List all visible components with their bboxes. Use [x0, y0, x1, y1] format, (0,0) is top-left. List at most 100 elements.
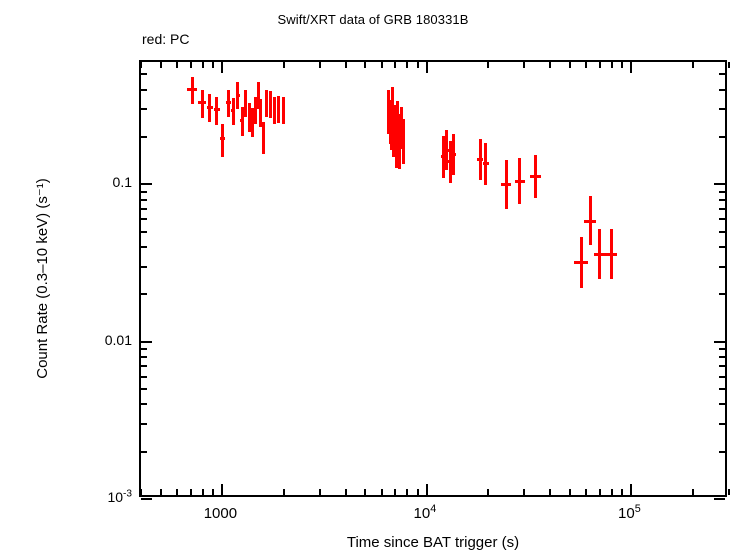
y-tick-minor	[141, 403, 147, 406]
x-tick-minor	[159, 62, 162, 68]
y-tick-minor	[141, 108, 147, 111]
x-tick-minor	[487, 489, 490, 495]
x-error-bar	[250, 120, 254, 124]
x-error-bar	[514, 179, 525, 183]
y-tick-label: 0.01	[104, 331, 132, 348]
y-tick-minor	[141, 218, 147, 221]
x-error-bar	[401, 139, 405, 143]
y-tick-minor	[141, 73, 147, 76]
x-tick-minor	[364, 489, 367, 495]
y-tick-minor	[719, 207, 725, 210]
x-tick-minor	[394, 62, 397, 68]
x-tick-major	[630, 484, 633, 495]
x-error-bar	[277, 106, 281, 110]
y-tick-minor	[719, 365, 725, 368]
x-error-bar	[240, 118, 244, 122]
y-tick-major	[141, 498, 152, 500]
y-tick-minor	[719, 198, 725, 201]
y-tick-minor	[719, 388, 725, 391]
x-error-bar	[282, 107, 286, 111]
x-error-bar	[259, 110, 262, 114]
y-tick-major	[141, 183, 152, 186]
x-tick-minor	[610, 489, 613, 495]
x-tick-minor	[585, 489, 588, 495]
y-tick-label: 0.1	[112, 174, 132, 191]
y-tick-minor	[141, 198, 147, 201]
x-error-bar	[395, 142, 398, 146]
y-tick-major	[714, 340, 725, 343]
x-error-bar	[214, 107, 220, 111]
x-error-bar	[187, 88, 197, 92]
x-tick-minor	[487, 62, 490, 68]
x-tick-minor	[282, 62, 285, 68]
y-tick-minor	[141, 230, 147, 233]
x-error-bar	[220, 137, 226, 141]
x-tick-minor	[416, 62, 419, 68]
x-tick-minor	[380, 62, 383, 68]
x-tick-label: 105	[618, 503, 641, 522]
x-error-bar	[476, 157, 484, 161]
chart-title: Swift/XRT data of GRB 180331B	[277, 12, 469, 27]
y-tick-minor	[719, 218, 725, 221]
y-tick-major	[714, 183, 725, 186]
x-error-bar	[448, 159, 453, 163]
y-tick-minor	[719, 375, 725, 378]
x-error-bar	[272, 107, 276, 111]
y-tick-minor	[719, 136, 725, 139]
x-tick-minor	[728, 489, 730, 495]
x-tick-minor	[176, 489, 178, 495]
x-error-bar	[198, 101, 206, 105]
x-error-bar	[501, 182, 512, 186]
y-axis-title: Count Rate (0.3–10 keV) (s⁻¹)	[34, 178, 51, 379]
y-tick-minor	[719, 108, 725, 111]
x-error-bar	[593, 252, 606, 256]
y-tick-minor	[141, 365, 147, 368]
y-tick-minor	[141, 265, 147, 268]
x-tick-minor	[523, 489, 526, 495]
y-tick-minor	[719, 450, 725, 453]
x-tick-label: 104	[413, 503, 437, 522]
x-error-bar	[231, 108, 236, 112]
y-tick-minor	[141, 136, 147, 139]
y-tick-minor	[141, 422, 147, 425]
x-tick-minor	[728, 62, 730, 68]
y-tick-major	[141, 340, 152, 343]
x-tick-minor	[416, 489, 419, 495]
x-tick-minor	[621, 62, 624, 68]
x-tick-minor	[159, 489, 162, 495]
x-tick-minor	[344, 489, 347, 495]
x-tick-minor	[394, 489, 397, 495]
x-tick-minor	[140, 62, 142, 68]
x-tick-minor	[549, 62, 552, 68]
x-error-bar	[584, 220, 597, 224]
x-tick-minor	[201, 62, 204, 68]
y-tick-major	[714, 498, 725, 500]
x-tick-major	[425, 484, 428, 495]
x-tick-minor	[585, 62, 588, 68]
y-tick-minor	[719, 88, 725, 91]
y-tick-minor	[719, 355, 725, 358]
x-tick-minor	[406, 62, 409, 68]
x-tick-minor	[598, 489, 601, 495]
x-tick-minor	[598, 62, 601, 68]
y-tick-minor	[719, 245, 725, 248]
x-tick-major	[221, 62, 224, 73]
y-tick-minor	[719, 190, 725, 193]
y-tick-minor	[141, 388, 147, 391]
y-tick-minor	[719, 422, 725, 425]
y-tick-minor	[719, 293, 725, 296]
x-tick-minor	[364, 62, 367, 68]
y-tick-minor	[141, 347, 147, 350]
x-tick-minor	[189, 489, 192, 495]
x-tick-minor	[610, 62, 613, 68]
x-error-bar	[391, 107, 394, 111]
x-tick-minor	[212, 489, 215, 495]
x-tick-minor	[318, 489, 321, 495]
y-tick-minor	[719, 230, 725, 233]
x-error-bar	[206, 105, 213, 109]
x-error-bar	[244, 101, 248, 105]
y-tick-minor	[719, 403, 725, 406]
x-tick-minor	[691, 489, 694, 495]
x-error-bar	[262, 135, 265, 139]
